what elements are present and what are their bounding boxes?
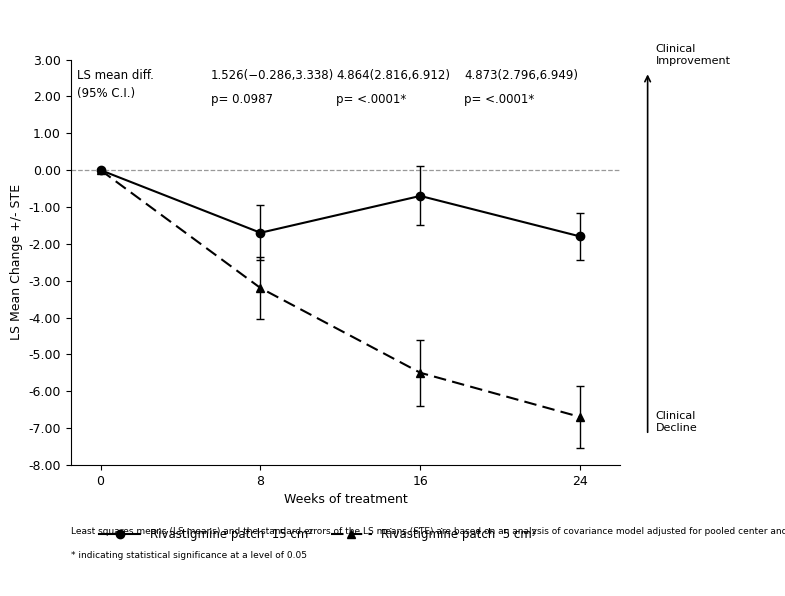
Text: p= <.0001*: p= <.0001* — [464, 93, 535, 105]
Text: p= 0.0987: p= 0.0987 — [210, 93, 272, 105]
Text: LS mean diff.: LS mean diff. — [77, 69, 154, 82]
Text: Least squares means (LS means) and the standard errors of the LS means (STE) are: Least squares means (LS means) and the s… — [71, 527, 785, 536]
Text: 4.873(2.796,6.949): 4.873(2.796,6.949) — [464, 69, 579, 82]
Text: p= <.0001*: p= <.0001* — [337, 93, 407, 105]
Text: 4.864(2.816,6.912): 4.864(2.816,6.912) — [337, 69, 451, 82]
Text: * indicating statistical significance at a level of 0.05: * indicating statistical significance at… — [71, 551, 307, 560]
X-axis label: Weeks of treatment: Weeks of treatment — [283, 493, 407, 506]
Text: Clinical
Decline: Clinical Decline — [655, 411, 697, 433]
Legend: Rivastigmine patch  15 cm², Rivastigmine patch  5 cm²: Rivastigmine patch 15 cm², Rivastigmine … — [94, 523, 542, 546]
Text: Clinical
Improvement: Clinical Improvement — [655, 44, 731, 66]
Text: (95% C.I.): (95% C.I.) — [77, 87, 135, 100]
Text: 1.526(−0.286,3.338): 1.526(−0.286,3.338) — [210, 69, 334, 82]
Y-axis label: LS Mean Change +/- STE: LS Mean Change +/- STE — [10, 184, 23, 340]
